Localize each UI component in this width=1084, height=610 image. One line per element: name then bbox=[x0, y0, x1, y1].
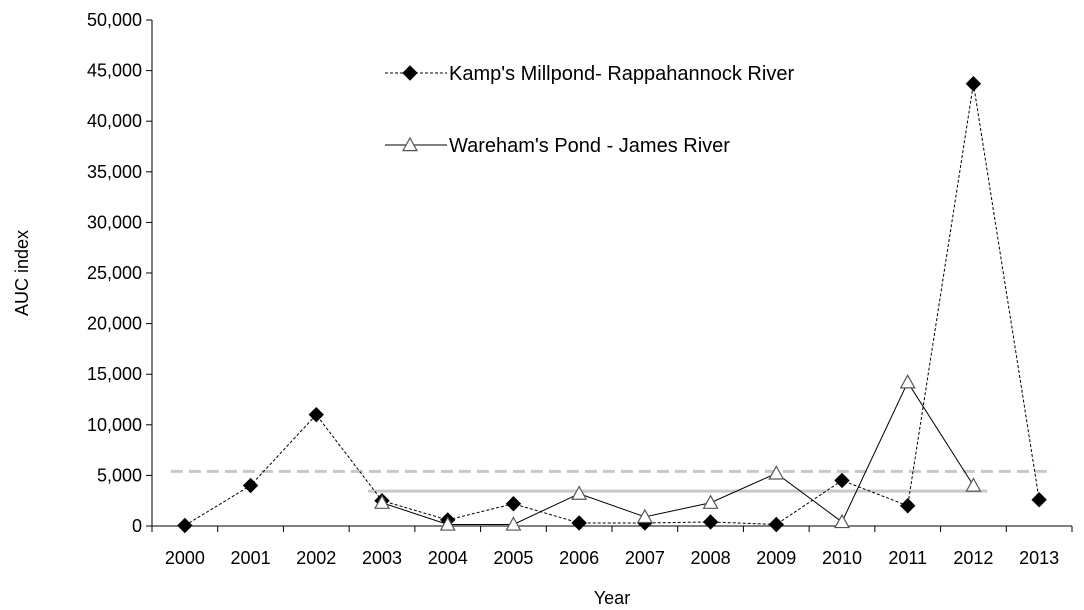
x-tick-label: 2008 bbox=[691, 548, 731, 568]
kamps-millpond-point bbox=[242, 477, 259, 494]
y-tick-label: 30,000 bbox=[87, 212, 142, 232]
warehams-pond-point bbox=[571, 485, 588, 500]
warehams-pond-point bbox=[373, 494, 391, 509]
warehams-pond-point bbox=[768, 465, 785, 480]
kamps-millpond-point bbox=[965, 76, 982, 92]
legend-label-warehams-pond: Wareham's Pond - James River bbox=[449, 135, 730, 157]
y-tick-label: 15,000 bbox=[87, 364, 142, 384]
legend: Kamp's Millpond- Rappahannock River Ware… bbox=[385, 63, 794, 157]
warehams-pond-point bbox=[505, 516, 522, 531]
legend-label-kamps-millpond: Kamp's Millpond- Rappahannock River bbox=[449, 63, 794, 85]
x-tick-label: 2001 bbox=[231, 548, 271, 568]
warehams-pond-point bbox=[636, 508, 653, 524]
warehams-pond-point bbox=[439, 516, 456, 531]
kamps-millpond-point bbox=[177, 517, 193, 534]
x-tick-label: 2000 bbox=[165, 548, 205, 568]
x-tick-label: 2004 bbox=[428, 548, 468, 568]
y-tick-label: 5,000 bbox=[97, 465, 142, 485]
y-tick-label: 45,000 bbox=[87, 61, 142, 81]
warehams-pond-point bbox=[965, 477, 982, 492]
x-tick-label: 2002 bbox=[296, 548, 336, 568]
warehams-pond-point bbox=[833, 513, 851, 529]
x-tick-label: 2007 bbox=[625, 548, 665, 568]
y-tick-label: 25,000 bbox=[87, 263, 142, 283]
kamps-millpond-point bbox=[768, 516, 784, 533]
x-tick-label: 2003 bbox=[362, 548, 402, 568]
x-axis-ticks: 2000 2001 2002 2003 2004 2005 2006 2007 2008 2009… bbox=[151, 526, 1073, 568]
legend-marker-kamps-millpond bbox=[402, 65, 418, 81]
kamps-millpond-point bbox=[900, 498, 916, 514]
kamps-millpond-series-line bbox=[184, 83, 1040, 526]
y-tick-label: 10,000 bbox=[87, 415, 142, 435]
warehams-pond-point bbox=[702, 494, 719, 509]
kamps-millpond-point bbox=[1031, 491, 1047, 508]
y-tick-label: 40,000 bbox=[87, 111, 142, 131]
y-tick-label: 0 bbox=[132, 516, 142, 536]
x-axis-label: Year bbox=[594, 588, 630, 608]
plot-axes bbox=[151, 20, 1072, 527]
y-tick-label: 35,000 bbox=[87, 162, 142, 182]
series-layer bbox=[177, 76, 1047, 534]
warehams-pond-point bbox=[899, 374, 916, 389]
kamps-millpond-point bbox=[571, 515, 587, 531]
legend-marker-warehams-pond bbox=[401, 136, 419, 152]
kamps-millpond-point bbox=[308, 406, 324, 423]
x-tick-label: 2009 bbox=[756, 548, 796, 568]
x-tick-label: 2011 bbox=[888, 548, 927, 568]
kamps-millpond-point bbox=[834, 472, 850, 489]
x-tick-label: 2013 bbox=[1019, 548, 1059, 568]
x-tick-label: 2012 bbox=[953, 548, 993, 568]
kamps-millpond-point bbox=[505, 496, 522, 512]
y-tick-label: 50,000 bbox=[87, 10, 142, 30]
y-tick-label: 20,000 bbox=[87, 314, 142, 334]
y-axis-ticks: 0 5,000 10,000 15,000 20,000 25,000 30,000 35,0… bbox=[87, 10, 152, 536]
x-tick-label: 2006 bbox=[559, 548, 599, 568]
reference-lines bbox=[170, 469, 1054, 493]
warehams-pond-series-line bbox=[381, 381, 974, 525]
y-axis-label: AUC index bbox=[12, 230, 32, 316]
x-tick-label: 2005 bbox=[493, 548, 533, 568]
kamps-millpond-point bbox=[702, 514, 719, 530]
x-tick-label: 2010 bbox=[822, 548, 862, 568]
